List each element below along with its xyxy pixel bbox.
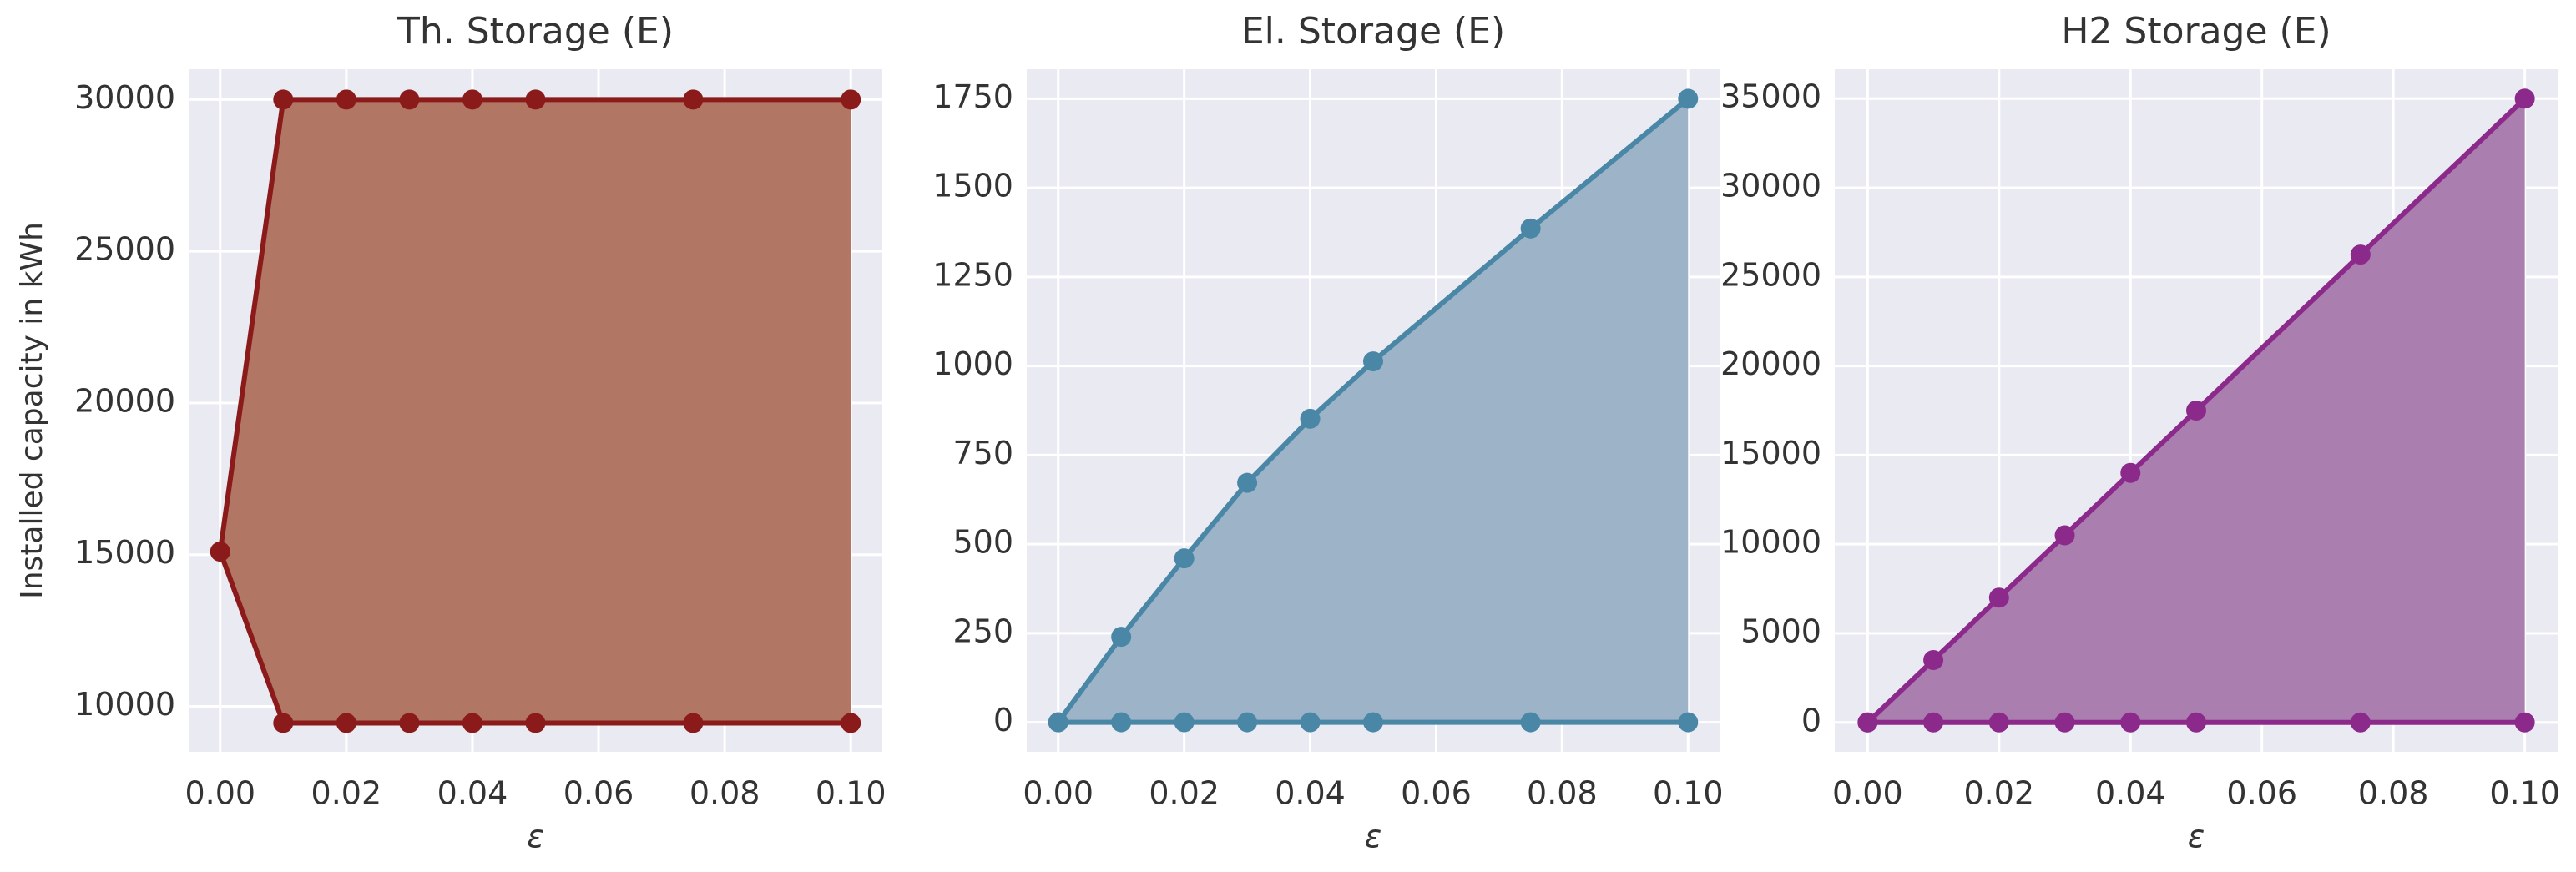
data-point (336, 713, 356, 733)
data-point (1923, 712, 1944, 733)
x-tick-label: 0.00 (1023, 775, 1094, 812)
data-point (841, 713, 861, 733)
x-tick-label: 0.00 (184, 775, 255, 812)
data-point (1363, 712, 1383, 733)
data-point (462, 89, 482, 110)
data-point (1678, 712, 1699, 733)
y-tick-label: 15000 (74, 534, 175, 571)
x-axis-label: ε (527, 819, 544, 855)
data-point (2514, 88, 2535, 109)
y-tick-label: 25000 (74, 231, 175, 268)
x-tick-label: 0.06 (1401, 775, 1472, 812)
series-line (217, 551, 851, 726)
y-tick-label: 20000 (1720, 345, 1821, 382)
data-point (1111, 712, 1132, 733)
y-tick-label: 1500 (932, 168, 1013, 204)
x-tick-label: 0.10 (1653, 775, 1724, 812)
data-point (462, 713, 482, 733)
y-tick-label: 1000 (932, 345, 1013, 382)
x-tick-label: 0.02 (311, 775, 382, 812)
series-line (217, 97, 851, 552)
chart-title: El. Storage (E) (1241, 10, 1505, 53)
x-tick-label: 0.06 (2226, 775, 2297, 812)
chart-title: H2 Storage (E) (2061, 10, 2331, 53)
x-tick-label: 0.04 (2095, 775, 2166, 812)
y-tick-label: 250 (952, 612, 1013, 649)
data-point (1988, 712, 2009, 733)
data-point (1174, 548, 1195, 569)
y-tick-label: 1250 (932, 256, 1013, 293)
y-tick-label: 0 (993, 702, 1013, 738)
y-tick-label: 25000 (1720, 256, 1821, 293)
data-point (2120, 462, 2141, 483)
data-point (336, 89, 356, 110)
x-tick-label: 0.04 (437, 775, 508, 812)
data-point (2186, 401, 2206, 421)
data-point (1363, 351, 1383, 372)
series-line (1056, 97, 1690, 724)
data-point (841, 89, 861, 110)
data-point (2350, 712, 2371, 733)
y-tick-label: 20000 (74, 382, 175, 419)
x-tick-label: 0.08 (2358, 775, 2429, 812)
data-point (1520, 712, 1541, 733)
fill-area (220, 99, 851, 723)
data-point (1678, 88, 1699, 109)
data-point (1857, 712, 1878, 733)
x-axis-label: ε (1365, 819, 1382, 855)
data-point (1988, 587, 2009, 608)
data-point (1300, 408, 1321, 429)
y-tick-label: 30000 (1720, 168, 1821, 204)
data-point (2054, 712, 2075, 733)
data-point (683, 713, 704, 733)
y-tick-label: 10000 (1720, 524, 1821, 561)
fill-area (1058, 98, 1689, 723)
x-tick-label: 0.10 (2489, 775, 2560, 812)
data-point (399, 713, 420, 733)
y-tick-label: 15000 (1720, 435, 1821, 471)
x-axis-label: ε (2188, 819, 2205, 855)
data-point (273, 89, 294, 110)
y-tick-label: 5000 (1740, 612, 1821, 649)
x-tick-label: 0.02 (1964, 775, 2035, 812)
x-tick-label: 0.10 (816, 775, 886, 812)
data-point (2054, 525, 2075, 546)
data-point (1237, 712, 1258, 733)
y-tick-label: 500 (952, 524, 1013, 561)
y-axis-label: Installed capacity in kWh (15, 222, 49, 599)
x-tick-label: 0.06 (563, 775, 634, 812)
chart-title: Th. Storage (E) (397, 10, 674, 53)
data-point (2186, 712, 2206, 733)
data-point (1520, 218, 1541, 239)
data-point (2350, 244, 2371, 265)
data-point (1300, 712, 1321, 733)
y-tick-label: 10000 (74, 686, 175, 723)
y-tick-label: 0 (1801, 702, 1821, 738)
data-point (525, 89, 546, 110)
data-point (1237, 472, 1258, 493)
data-point (210, 542, 230, 562)
x-tick-label: 0.08 (689, 775, 760, 812)
data-point (1048, 712, 1068, 733)
data-point (525, 713, 546, 733)
x-tick-label: 0.00 (1832, 775, 1903, 812)
y-tick-label: 1750 (932, 78, 1013, 115)
data-point (2514, 712, 2535, 733)
x-tick-label: 0.04 (1275, 775, 1346, 812)
data-point (1111, 627, 1132, 648)
y-tick-label: 35000 (1720, 78, 1821, 115)
data-point (399, 89, 420, 110)
series-line (1866, 97, 2527, 724)
y-tick-label: 750 (952, 435, 1013, 471)
y-tick-label: 30000 (74, 79, 175, 116)
x-tick-label: 0.02 (1149, 775, 1220, 812)
data-point (2120, 712, 2141, 733)
x-tick-label: 0.08 (1527, 775, 1598, 812)
data-point (273, 713, 294, 733)
data-point (1174, 712, 1195, 733)
data-point (683, 89, 704, 110)
data-point (1923, 650, 1944, 671)
